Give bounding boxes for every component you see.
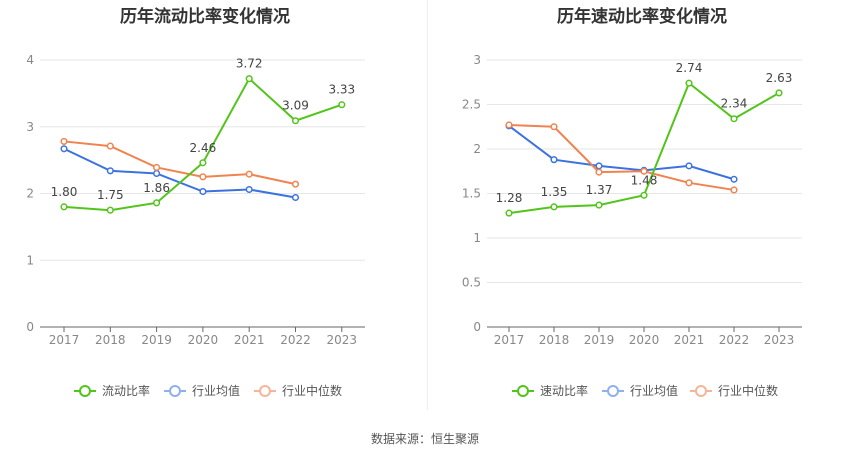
chart-2-series-line-1 [508,125,735,181]
chart-2-legend-marker[interactable] [517,385,529,397]
chart-1-y-tick-label: 0 [26,320,34,334]
chart-2-y-tick-label: 2 [473,142,481,156]
chart-1-data-point[interactable] [338,101,346,109]
chart-1-data-point[interactable] [199,173,207,181]
chart-1-data-point[interactable] [106,167,114,175]
chart-2-x-tick-label: 2021 [674,333,705,347]
chart-1-data-point[interactable] [153,199,161,207]
chart-2-legend-marker[interactable] [607,385,619,397]
chart-1-data-point[interactable] [153,163,161,172]
chart-1-data-point[interactable] [106,206,114,214]
chart-2-data-label: 1.48 [631,173,658,187]
chart-2-x-tick-label: 2022 [719,333,750,347]
chart-1-data-point[interactable] [245,75,253,83]
chart-1-data-point[interactable] [245,170,253,178]
chart-2-series-line-2 [508,123,735,191]
chart-1-x-tick-label: 2023 [327,333,358,347]
chart-2-data-point[interactable] [595,162,603,170]
chart-2-x-tick-label: 2019 [584,333,615,347]
chart-2-y-tick-label: 0 [473,320,481,334]
chart-2-data-point[interactable] [640,167,648,175]
chart-2-data-point[interactable] [685,79,693,87]
chart-1-data-point[interactable] [291,180,300,188]
chart-2-data-point[interactable] [550,156,558,164]
chart-1-data-point[interactable] [199,159,207,167]
chart-1-y-tick-label: 4 [26,53,34,67]
chart-1-data-label: 1.75 [97,188,124,202]
chart-2-data-point[interactable] [775,89,783,97]
chart-2-data-point[interactable] [550,123,558,131]
chart-2-x-tick-label: 2023 [764,333,795,347]
chart-1-data-point[interactable] [291,193,300,202]
chart-1-data-label: 3.09 [282,99,309,113]
chart-2-data-label: 1.37 [586,183,613,197]
chart-2-legend-label[interactable]: 行业均值 [630,383,678,398]
chart-2-data-point[interactable] [685,162,693,170]
chart-2-data-label: 2.34 [721,97,748,111]
chart-2-title: 历年速动比率变化情况 [557,7,727,27]
chart-2-y-tick-label: 1 [473,231,481,245]
chart-1-x-tick-label: 2021 [234,333,265,347]
chart-2-data-point[interactable] [505,209,513,217]
chart-2-data-label: 2.63 [766,71,793,85]
chart-1-legend-label[interactable]: 流动比率 [102,383,150,398]
chart-1-y-tick-label: 1 [26,253,34,267]
chart-2-x-tick-label: 2018 [539,333,570,347]
chart-2-data-label: 1.35 [541,185,568,199]
chart-2-data-point[interactable] [550,203,558,211]
chart-1-x-tick-label: 2022 [280,333,311,347]
chart-1-legend-marker[interactable] [79,385,91,397]
chart-1-data-point[interactable] [60,145,68,153]
chart-1-legend-label[interactable]: 行业均值 [192,383,240,398]
chart-1-series-line-2 [63,140,296,186]
chart-2-x-tick-label: 2020 [629,333,660,347]
chart-2-y-tick-label: 0.5 [462,276,481,290]
chart-1-data-point[interactable] [153,169,161,178]
chart-2-data-point[interactable] [730,115,738,123]
chart-2-y-tick-label: 3 [473,53,481,67]
chart-2-y-tick-label: 2.5 [462,98,481,112]
chart-2-data-point[interactable] [595,201,603,209]
chart-1-data-point[interactable] [291,117,300,125]
chart-1-data-label: 1.80 [51,185,78,199]
chart-1-x-tick-label: 2020 [188,333,219,347]
chart-2-data-point[interactable] [640,191,648,199]
chart-2-y-tick-label: 1.5 [462,187,481,201]
chart-1-data-point[interactable] [245,185,253,194]
chart-1-legend-marker[interactable] [259,385,271,397]
chart-1-data-label: 3.33 [328,83,355,97]
chart-2-data-point[interactable] [595,168,603,176]
chart-1-title: 历年流动比率变化情况 [120,7,290,27]
chart-1-data-point[interactable] [60,203,68,211]
chart-1-x-tick-label: 2018 [95,333,126,347]
chart-2-data-label: 2.74 [676,61,703,75]
chart-1-y-tick-label: 2 [26,187,34,201]
chart-1-data-label: 3.72 [236,57,263,71]
chart-1-data-label: 2.46 [190,141,217,155]
chart-1-x-tick-label: 2019 [141,333,172,347]
chart-2-data-point[interactable] [685,179,693,187]
chart-2-x-tick-label: 2017 [494,333,525,347]
panel-divider [427,0,428,410]
chart-2-legend-label[interactable]: 速动比率 [540,383,588,398]
chart-1-data-point[interactable] [106,142,114,150]
chart-2-legend-marker[interactable] [695,385,707,397]
chart-2-data-label: 1.28 [496,191,523,205]
chart-1-legend-marker[interactable] [169,385,181,397]
chart-1-data-label: 1.86 [143,181,170,195]
chart-2-data-point[interactable] [730,175,738,183]
data-source: 数据来源：恒生聚源 [370,432,479,446]
chart-2-data-point[interactable] [730,186,738,194]
chart-2-data-point[interactable] [505,121,513,129]
chart-2-legend-label[interactable]: 行业中位数 [718,383,778,398]
chart-1-x-tick-label: 2017 [49,333,80,347]
chart-1-data-point[interactable] [199,187,207,196]
chart-1-data-point[interactable] [60,137,68,145]
chart-1-y-tick-label: 3 [26,120,34,134]
chart-1-legend-label[interactable]: 行业中位数 [282,383,342,398]
